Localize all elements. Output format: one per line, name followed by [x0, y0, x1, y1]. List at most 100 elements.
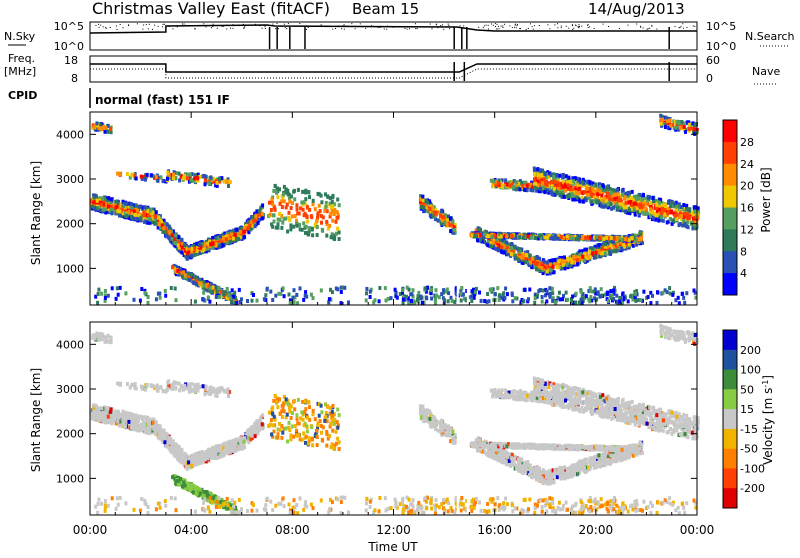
- power-cell: [194, 253, 197, 257]
- nsearch-dot: [532, 26, 533, 27]
- power-cell: [489, 288, 492, 292]
- power-cell: [233, 291, 236, 295]
- power-cell: [316, 219, 319, 223]
- power-cell: [336, 287, 339, 291]
- power-cell: [551, 192, 554, 196]
- nsearch-dot: [306, 25, 307, 26]
- power-cell: [667, 201, 670, 205]
- nsearch-dot: [415, 23, 416, 24]
- nsearch-dot: [430, 24, 431, 25]
- nsearch-dot: [243, 28, 244, 29]
- nsearch-dot: [515, 24, 516, 25]
- nsearch-dot: [566, 26, 567, 27]
- power-cell: [320, 194, 323, 198]
- power-cell: [182, 270, 185, 274]
- power-cell: [634, 299, 637, 303]
- nsearch-dot: [453, 27, 454, 28]
- power-cell: [440, 209, 443, 213]
- power-cell: [232, 237, 235, 241]
- power-cell: [486, 292, 489, 296]
- nsearch-dot: [186, 25, 187, 26]
- power-cell: [633, 207, 636, 211]
- power-cell: [335, 232, 338, 236]
- power-cell: [192, 280, 195, 284]
- nsearch-dot: [502, 25, 503, 26]
- power-cell: [261, 203, 264, 207]
- power-cell: [502, 291, 505, 295]
- power-cell: [608, 197, 611, 201]
- power-cell: [478, 291, 481, 295]
- power-cell: [119, 286, 122, 290]
- nsearch-dot: [377, 27, 378, 28]
- power-cell: [447, 299, 450, 303]
- power-cell: [662, 291, 665, 295]
- power-cell: [658, 208, 661, 212]
- nsearch-tick-top: 10^5: [706, 20, 736, 33]
- power-cell: [316, 225, 319, 229]
- power-cell: [620, 247, 623, 251]
- power-cell: [439, 214, 442, 218]
- power-cell: [598, 250, 601, 254]
- nsearch-dot: [448, 26, 449, 27]
- power-cell: [503, 296, 506, 300]
- power-cell: [166, 223, 169, 227]
- power-cell: [662, 208, 665, 212]
- power-cell: [636, 210, 639, 214]
- power-cell: [154, 221, 157, 225]
- power-cell: [580, 298, 583, 302]
- power-cell: [149, 218, 152, 222]
- nsearch-dot: [206, 26, 207, 27]
- power-cell: [651, 196, 654, 200]
- power-cell: [511, 234, 514, 238]
- nsearch-dot: [472, 29, 473, 30]
- power-cell: [158, 222, 161, 226]
- power-cell: [604, 252, 607, 256]
- nsearch-dot: [516, 25, 517, 26]
- power-cell: [172, 173, 175, 177]
- power-cell: [550, 236, 553, 240]
- freq-tick-top: 18: [64, 54, 78, 67]
- power-cell: [316, 233, 319, 237]
- power-cell: [186, 256, 189, 260]
- power-cell: [493, 179, 496, 183]
- nsearch-dot: [239, 25, 240, 26]
- power-cell: [218, 295, 221, 299]
- nsearch-dot: [332, 29, 333, 30]
- power-cell: [284, 217, 287, 221]
- power-cell: [681, 292, 684, 296]
- power-cell: [171, 237, 174, 241]
- power-cell: [299, 286, 302, 290]
- nsearch-dot: [679, 27, 680, 28]
- nsearch-dot: [371, 25, 372, 26]
- nsearch-dot: [106, 28, 107, 29]
- power-cell: [501, 185, 504, 189]
- nsearch-dot: [278, 28, 279, 29]
- nsearch-dot: [380, 26, 381, 27]
- power-cell: [424, 199, 427, 203]
- power-cell: [580, 290, 583, 294]
- power-cell: [416, 298, 419, 302]
- power-cell: [674, 214, 677, 218]
- power-cell: [295, 293, 298, 297]
- nsearch-dot: [533, 29, 534, 30]
- power-cell: [99, 126, 102, 130]
- power-cell: [288, 211, 291, 215]
- power-cell: [529, 261, 532, 265]
- power-cell: [577, 237, 580, 241]
- nsearch-dot: [407, 29, 408, 30]
- power-cell: [181, 238, 184, 242]
- power-cell: [550, 268, 553, 272]
- power-cell: [539, 187, 542, 191]
- power-cell: [614, 197, 617, 201]
- power-cell: [565, 291, 568, 295]
- nsearch-dot: [572, 29, 573, 30]
- power-cell: [447, 291, 450, 295]
- power-cell: [557, 259, 560, 263]
- power-cell: [378, 299, 381, 303]
- power-cell: [533, 301, 536, 305]
- power-cell: [551, 291, 554, 295]
- power-cell: [612, 289, 615, 293]
- nsearch-dot: [262, 28, 263, 29]
- power-cell: [533, 172, 536, 176]
